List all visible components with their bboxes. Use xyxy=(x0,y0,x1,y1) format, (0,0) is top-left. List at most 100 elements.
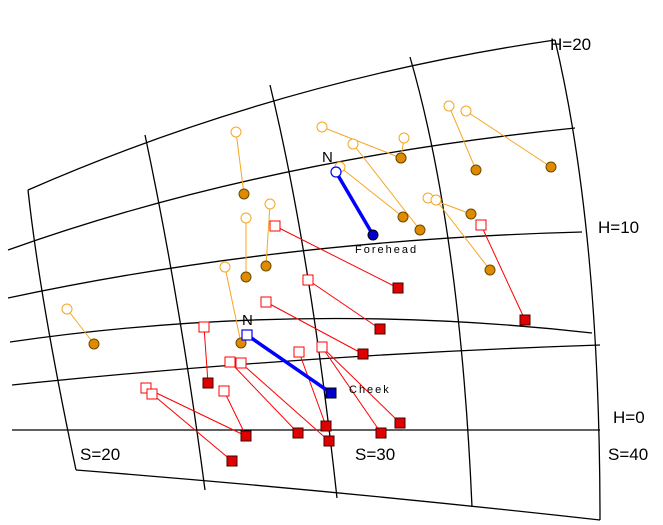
orange-open-circle-9 xyxy=(264,198,276,210)
h-line-top xyxy=(27,39,556,191)
red-open-square-15 xyxy=(260,296,272,308)
red-open-square-14 xyxy=(302,274,314,286)
red-filled-square-20 xyxy=(323,435,335,447)
orange-open-circle-11 xyxy=(219,261,231,273)
red-open-square-25 xyxy=(316,341,328,353)
red-connector-15 xyxy=(265,301,364,355)
label-cheek: Cheek xyxy=(349,384,391,396)
red-connector-23 xyxy=(145,387,247,437)
red-connector-22 xyxy=(223,390,247,437)
red-filled-square-21 xyxy=(292,427,304,439)
red-filled-square-19 xyxy=(320,420,332,432)
red-open-square-22 xyxy=(218,385,230,397)
red-connector-18 xyxy=(321,346,401,424)
orange-connector-6 xyxy=(352,143,421,231)
orange-filled-circle-10 xyxy=(240,271,252,283)
red-open-square-24 xyxy=(146,388,158,400)
orange-connector-3 xyxy=(448,105,477,171)
orange-open-circle-6 xyxy=(347,138,359,150)
red-connector-14 xyxy=(307,279,381,330)
red-filled-square-16 xyxy=(519,314,531,326)
saturation-arcs xyxy=(27,39,601,521)
orange-filled-circle-9 xyxy=(260,260,272,272)
orange-open-circle-8 xyxy=(430,194,442,206)
markers xyxy=(61,100,557,467)
red-open-square-20 xyxy=(235,357,247,369)
s-arc-1 xyxy=(144,134,206,491)
red-open-square-21 xyxy=(224,356,236,368)
red-connector-24 xyxy=(151,393,233,462)
red-filled-square-13 xyxy=(392,282,404,294)
red-filled-square-17 xyxy=(202,377,214,389)
red-open-square-13 xyxy=(269,220,281,232)
orange-filled-circle-6 xyxy=(414,224,426,236)
orange-filled-circle-4 xyxy=(545,161,557,173)
red-open-square-17 xyxy=(198,321,210,333)
label-s30: S=30 xyxy=(355,445,395,464)
red-open-square-16 xyxy=(475,219,487,231)
hue-lines xyxy=(7,39,601,521)
s-arc-outer-left xyxy=(27,189,77,471)
red-connector-16 xyxy=(480,224,526,321)
red-connector-19 xyxy=(298,351,327,427)
orange-open-circle-12 xyxy=(61,303,73,315)
blue-filled-circle-26 xyxy=(367,229,379,241)
red-open-square-23 xyxy=(140,382,152,394)
orange-filled-circle-5 xyxy=(397,211,409,223)
orange-open-circle-4 xyxy=(460,105,472,117)
red-connector-20 xyxy=(240,362,330,442)
s-arc-3 xyxy=(409,56,473,508)
orange-filled-circle-0 xyxy=(238,188,250,200)
red-filled-square-18 xyxy=(394,417,406,429)
orange-connector-8 xyxy=(435,199,491,271)
red-filled-square-14 xyxy=(374,323,386,335)
orange-filled-circle-7 xyxy=(465,208,477,220)
red-filled-square-25 xyxy=(375,427,387,439)
orange-open-circle-10 xyxy=(240,212,252,224)
blue-connector-26 xyxy=(334,171,375,236)
orange-open-circle-0 xyxy=(230,126,242,138)
red-filled-square-24 xyxy=(226,455,238,467)
red-filled-square-23 xyxy=(240,430,252,442)
orange-open-circle-1 xyxy=(316,121,328,133)
red-filled-square-15 xyxy=(357,348,369,360)
blue-open-square-27 xyxy=(241,329,253,341)
label-h0: H=0 xyxy=(613,408,645,427)
label-s40: S=40 xyxy=(608,445,648,464)
label-north-forehead: N xyxy=(322,149,333,166)
orange-connector-12 xyxy=(66,308,95,345)
orange-filled-circle-12 xyxy=(88,338,100,350)
blue-filled-square-27 xyxy=(325,387,337,399)
orange-connector-4 xyxy=(465,110,552,168)
label-north-cheek: N xyxy=(242,312,253,329)
orange-connector-9 xyxy=(265,203,271,267)
red-connector-21 xyxy=(229,361,299,434)
blue-connector-27 xyxy=(246,333,332,395)
orange-filled-circle-3 xyxy=(470,164,482,176)
orange-connector-1 xyxy=(321,126,402,159)
blue-open-circle-26 xyxy=(330,166,342,178)
label-forehead: Forehead xyxy=(355,244,418,256)
s-arc-2 xyxy=(269,84,338,499)
orange-connector-0 xyxy=(235,131,245,195)
h-line-2 xyxy=(7,127,576,251)
orange-connector-5 xyxy=(339,166,404,218)
orange-connector-11 xyxy=(224,266,242,344)
orange-open-circle-3 xyxy=(443,100,455,112)
s-arc-outer-right xyxy=(554,39,601,521)
label-s20: S=20 xyxy=(80,445,120,464)
red-connector-17 xyxy=(203,326,209,384)
red-connector-25 xyxy=(321,346,382,434)
h-line-5 xyxy=(11,344,601,386)
red-connector-13 xyxy=(274,225,399,289)
h-line-3 xyxy=(7,231,583,299)
red-open-square-19 xyxy=(293,346,305,358)
orange-filled-circle-8 xyxy=(484,264,496,276)
orange-open-circle-2 xyxy=(398,132,410,144)
h-line-4 xyxy=(9,317,593,343)
orange-filled-circle-2 xyxy=(395,152,407,164)
label-h20: H=20 xyxy=(550,35,591,54)
connector-lines xyxy=(66,105,552,462)
label-h10: H=10 xyxy=(598,218,639,237)
